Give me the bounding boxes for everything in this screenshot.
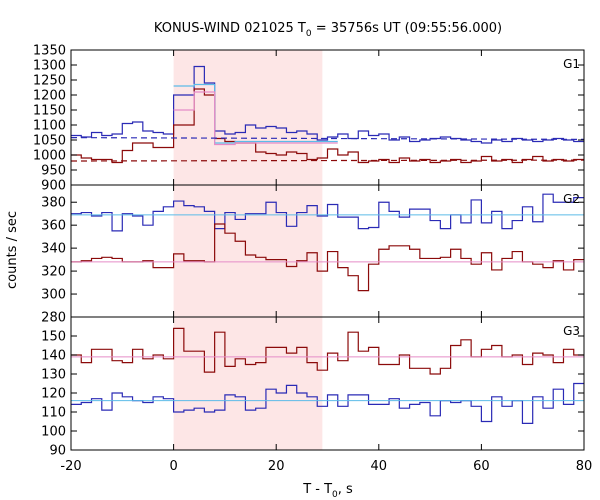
series-step-blue-0: [71, 382, 584, 424]
x-axis-label-sub: 0: [332, 490, 338, 500]
y-tick-label: 150: [41, 330, 66, 345]
x-tick-labels: -20 0 20 40 60 80: [60, 459, 592, 474]
panel-frame: [70, 49, 585, 186]
y-tick-label: 1050: [33, 134, 66, 149]
baseline-dashed-blue: [71, 137, 584, 140]
panel-label: G3: [563, 324, 580, 338]
panel-label: G1: [563, 57, 580, 71]
panel-label: G2: [563, 192, 580, 206]
y-tick-label: 90: [49, 444, 66, 459]
x-tick-label: 0: [169, 459, 177, 474]
series-step-red-1: [71, 223, 584, 292]
panel-g3: 90 100 110 120 130 140 150 G3: [41, 316, 585, 459]
chart-title-sub: 0: [306, 29, 312, 39]
x-axis-label: T - T0, s: [302, 482, 353, 500]
y-axis-label: counts / sec: [5, 211, 20, 289]
x-axis-label-rest: , s: [338, 482, 353, 497]
baseline-dashed-red: [71, 159, 584, 162]
y-tick-label: 360: [41, 219, 66, 234]
x-tick-label: 80: [576, 459, 593, 474]
y-tick-label: 110: [41, 406, 66, 421]
y-tick-label: 1150: [33, 104, 66, 119]
x-tick-label: 20: [268, 459, 285, 474]
y-tick-label: 300: [41, 288, 66, 303]
y-tick-label: 1000: [33, 149, 66, 164]
y-tick-label: 280: [41, 311, 66, 326]
series-step-blue-0: [71, 193, 584, 232]
panel-series-g1: [71, 65, 584, 164]
series-step-cyan-2: [173, 83, 338, 144]
y-tick-label: 950: [41, 164, 66, 179]
panel-series-g3: [71, 327, 584, 424]
y-tick-label: 340: [41, 242, 66, 257]
y-tick-label: 900: [41, 179, 66, 194]
y-tick-label: 1300: [33, 59, 66, 74]
series-step-red-1: [71, 88, 584, 164]
chart-title-rest: = 35756s UT (09:55:56.000): [312, 21, 502, 36]
chart-title-main: KONUS-WIND 021025 T: [154, 21, 306, 36]
shaded-interval: [173, 50, 323, 450]
y-tick-label: 140: [41, 349, 66, 364]
y-tick-label: 100: [41, 425, 66, 440]
y-tick-label: 1350: [33, 44, 66, 59]
panel-g2: 280 300 320 340 360 380 G2: [41, 184, 585, 326]
x-tick-label: 60: [473, 459, 490, 474]
x-tick-label: -20: [60, 459, 81, 474]
chart-title: KONUS-WIND 021025 T0 = 35756s UT (09:55:…: [154, 21, 502, 39]
y-tick-label: 1100: [33, 119, 66, 134]
series-step-blue-0: [71, 65, 584, 144]
series-step-red-1: [71, 327, 584, 375]
y-tick-label: 380: [41, 196, 66, 211]
y-tick-label: 1250: [33, 74, 66, 89]
y-tick-label: 120: [41, 387, 66, 402]
y-tick-label: 1200: [33, 89, 66, 104]
x-axis-label-main: T - T: [302, 482, 332, 497]
panel-frame: [70, 316, 585, 451]
series-step-pink-3: [173, 91, 338, 146]
y-tick-label: 320: [41, 265, 66, 280]
y-tick-label: 130: [41, 368, 66, 383]
panel-series-g2: [71, 193, 584, 292]
x-tick-label: 40: [371, 459, 388, 474]
